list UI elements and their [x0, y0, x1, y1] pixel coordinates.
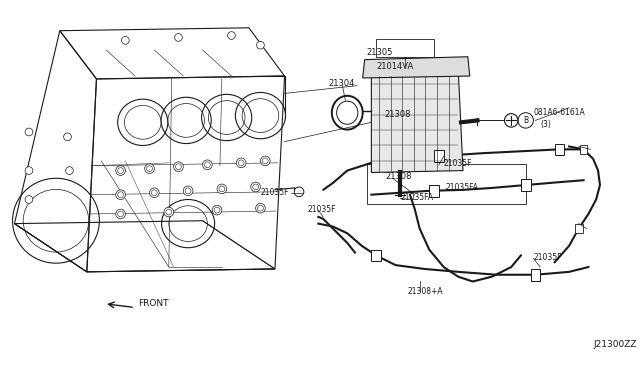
Text: 21035F: 21035F: [444, 159, 472, 168]
Text: 21035F: 21035F: [261, 188, 289, 197]
Circle shape: [116, 190, 125, 199]
Circle shape: [25, 128, 33, 136]
Text: 081A6-6161A: 081A6-6161A: [533, 108, 585, 117]
Circle shape: [257, 41, 264, 49]
Text: 21308+A: 21308+A: [407, 287, 443, 296]
Text: 21035F: 21035F: [533, 253, 562, 262]
Bar: [521, 179, 531, 191]
Text: (3): (3): [540, 120, 551, 129]
Circle shape: [25, 167, 33, 174]
Bar: [367, 164, 525, 204]
Text: 21035F: 21035F: [308, 205, 336, 214]
Text: FRONT: FRONT: [138, 299, 168, 308]
Circle shape: [25, 196, 33, 203]
Bar: [434, 150, 444, 162]
Text: 21014VA: 21014VA: [376, 62, 413, 71]
Text: J21300ZZ: J21300ZZ: [593, 340, 637, 349]
Polygon shape: [371, 69, 463, 173]
Circle shape: [145, 164, 154, 173]
Text: 21035FA: 21035FA: [400, 193, 433, 202]
Bar: [531, 269, 540, 280]
Circle shape: [236, 158, 246, 168]
Bar: [575, 224, 582, 233]
Bar: [376, 39, 434, 57]
Circle shape: [203, 160, 212, 170]
Circle shape: [294, 187, 304, 197]
Circle shape: [65, 167, 74, 174]
Circle shape: [116, 209, 125, 219]
Circle shape: [260, 156, 270, 166]
Text: 21305: 21305: [367, 48, 393, 57]
Circle shape: [173, 162, 183, 171]
Circle shape: [255, 203, 265, 213]
FancyArrowPatch shape: [294, 188, 301, 195]
Circle shape: [251, 182, 260, 192]
Circle shape: [164, 207, 173, 217]
Circle shape: [150, 188, 159, 198]
Bar: [580, 144, 588, 154]
Circle shape: [504, 114, 518, 127]
Circle shape: [116, 166, 125, 175]
Bar: [429, 185, 439, 197]
Circle shape: [183, 186, 193, 196]
Text: 21308: 21308: [386, 172, 412, 181]
Circle shape: [122, 36, 129, 44]
Bar: [555, 144, 564, 155]
Circle shape: [217, 184, 227, 194]
Text: 21308: 21308: [385, 110, 412, 119]
Circle shape: [175, 33, 182, 41]
Circle shape: [228, 32, 236, 39]
Circle shape: [212, 205, 222, 215]
Circle shape: [63, 133, 72, 141]
Text: B: B: [523, 116, 528, 125]
Text: 21035FA: 21035FA: [445, 183, 479, 192]
Polygon shape: [363, 57, 470, 78]
Text: 21304: 21304: [328, 79, 355, 88]
Bar: [371, 250, 381, 261]
